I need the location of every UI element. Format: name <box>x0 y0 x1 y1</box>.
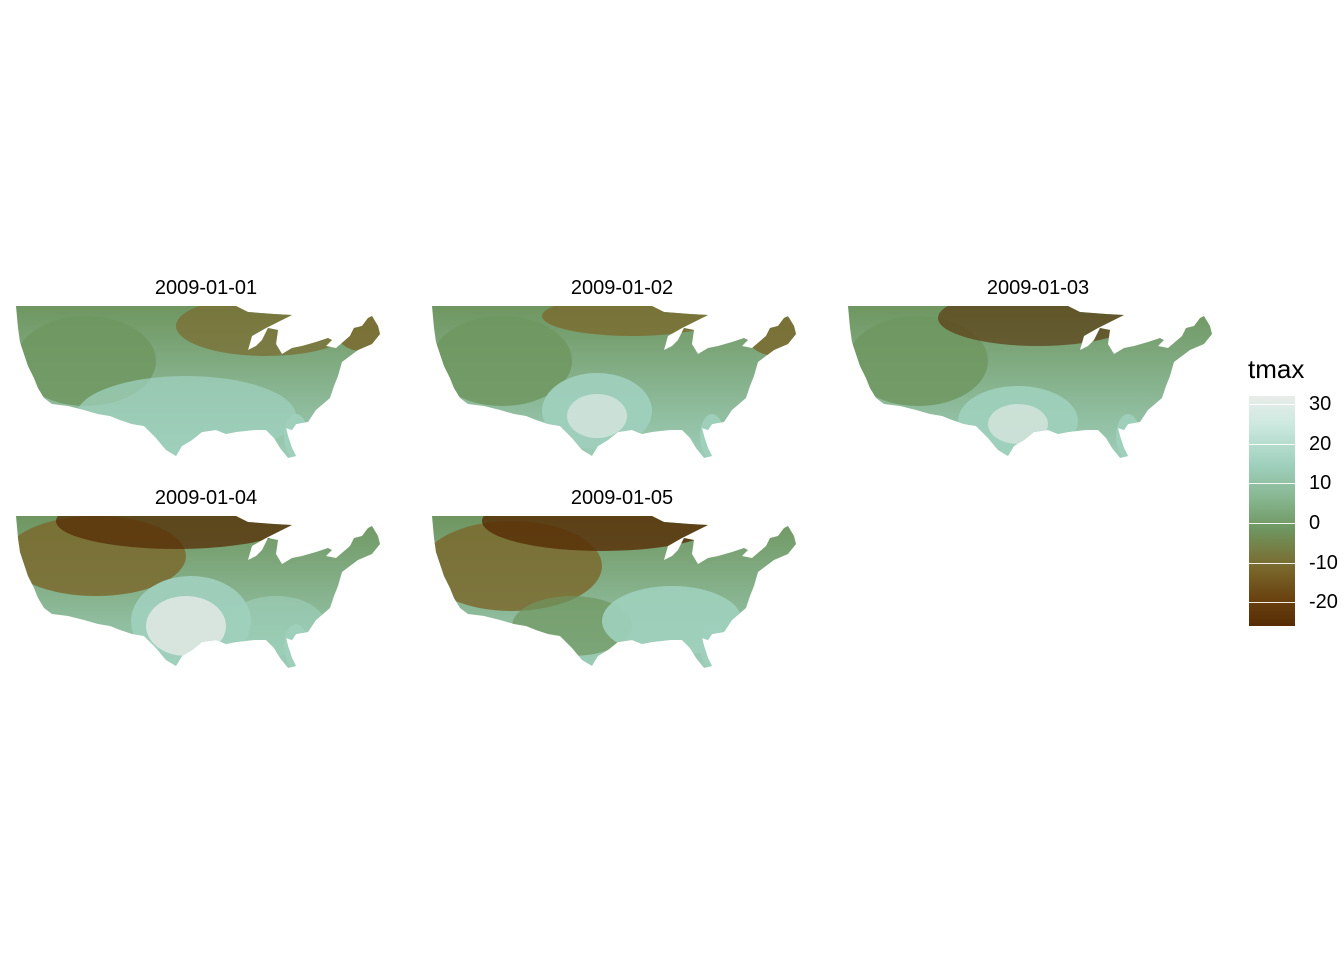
very-cold-north-region <box>482 516 722 551</box>
legend-tick-label: 20 <box>1309 432 1332 455</box>
warm-southeast-region <box>226 596 326 656</box>
warm-south-region <box>76 376 296 456</box>
legend-tick-mark <box>1249 522 1295 524</box>
us-temperature-map <box>848 306 1212 458</box>
warm-florida-region <box>700 624 724 668</box>
legend-tick-label: 0 <box>1309 511 1321 534</box>
legend-tick-mark <box>1249 443 1295 445</box>
us-temperature-map <box>432 306 796 458</box>
hot-texas-core <box>567 394 627 438</box>
us-temperature-map <box>16 516 380 668</box>
map-panel-1: 2009-01-01 <box>16 276 396 466</box>
us-temperature-map <box>432 516 796 668</box>
legend-tick-label: -20 <box>1309 591 1338 614</box>
panel-title: 2009-01-02 <box>570 277 674 299</box>
cold-northeast-region <box>336 311 380 351</box>
very-cold-north-region <box>56 516 296 549</box>
panel-title: 2009-01-05 <box>570 487 674 509</box>
warm-florida-region <box>284 414 308 458</box>
hot-south-core <box>988 404 1048 444</box>
legend-tick-mark <box>1249 403 1295 405</box>
legend-tick-label: 10 <box>1309 472 1332 495</box>
panel-title: 2009-01-01 <box>154 277 258 299</box>
map-panel-2: 2009-01-02 <box>432 276 812 466</box>
panel-title: 2009-01-03 <box>986 277 1090 299</box>
map-panel-3: 2009-01-03 <box>848 276 1228 466</box>
cool-west-region <box>16 316 156 406</box>
cold-north-region <box>938 306 1138 346</box>
color-legend: tmax 30 20 10 0 -10 -20 <box>1240 352 1344 642</box>
legend-tick-mark <box>1249 483 1295 485</box>
warm-florida-region <box>700 414 724 458</box>
hot-south-core <box>146 596 226 656</box>
legend-tick-mark <box>1249 602 1295 604</box>
warm-florida-region <box>284 624 308 668</box>
legend-tick-label: 30 <box>1309 392 1332 415</box>
cool-west-region <box>432 316 572 406</box>
panel-title: 2009-01-04 <box>154 487 258 509</box>
legend-colorbar <box>1249 396 1295 626</box>
map-panel-4: 2009-01-04 <box>16 486 396 676</box>
legend-title: tmax <box>1248 354 1305 384</box>
us-temperature-map <box>16 306 380 458</box>
warm-southeast-region <box>602 586 742 656</box>
warm-florida-region <box>1116 414 1140 458</box>
cold-north-region <box>542 306 722 336</box>
legend-tick-label: -10 <box>1309 551 1338 574</box>
map-panel-5: 2009-01-05 <box>432 486 812 676</box>
cool-west-region <box>848 316 988 406</box>
legend-tick-mark <box>1249 562 1295 564</box>
